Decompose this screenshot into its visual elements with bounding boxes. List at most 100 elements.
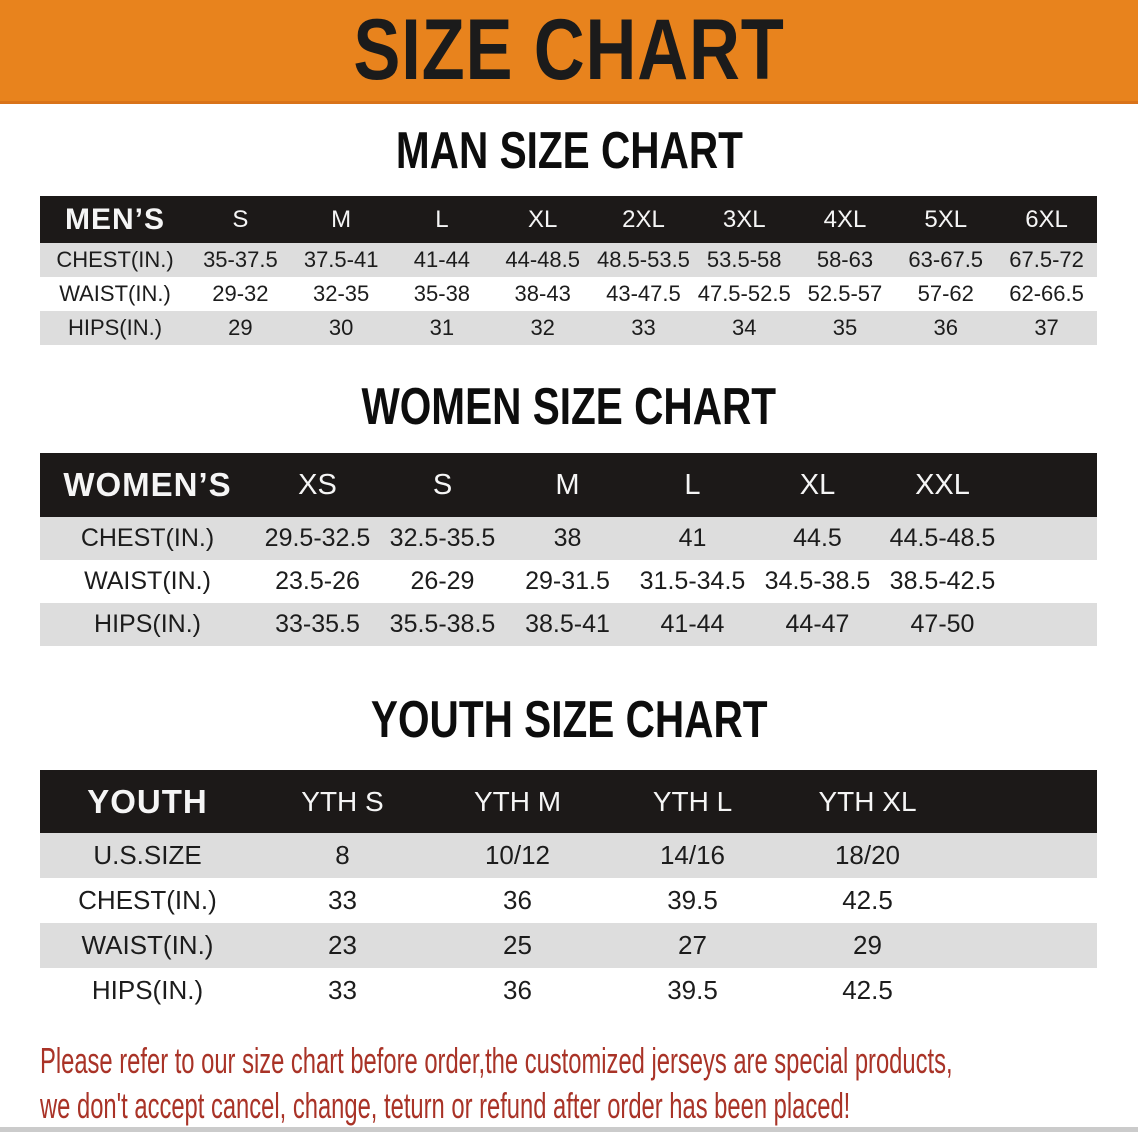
size-value-cell: 52.5-57 (807, 281, 883, 306)
table-row: HIPS(IN.) 33-35.5 35.5-38.5 38.5-41 41-4… (40, 603, 1097, 646)
size-value-cell: 14/16 (659, 840, 726, 870)
size-value-cell: 39.5 (667, 975, 718, 1005)
size-value-cell: 35-37.5 (203, 247, 278, 272)
disclaimer-line-1: Please refer to our size chart before or… (40, 1040, 953, 1081)
spacer-cell (1005, 453, 1097, 517)
size-column-header: 3XL (722, 205, 766, 233)
men-table-title-cell: MEN’S (64, 202, 165, 236)
row-label-cell: WAIST(IN.) (81, 930, 214, 960)
size-value-cell: 23 (328, 930, 357, 960)
size-column-header: 6XL (1025, 205, 1068, 233)
size-column-header: S (232, 205, 249, 233)
size-value-cell: 36 (933, 315, 958, 340)
size-value-cell: 47-50 (910, 610, 975, 638)
size-value-cell: 36 (503, 975, 532, 1005)
size-value-cell: 42.5 (842, 975, 893, 1005)
spacer-cell (955, 923, 1097, 968)
women-section-heading-text: WOMEN SIZE CHART (361, 378, 777, 436)
size-value-cell: 37.5-41 (303, 247, 379, 272)
size-value-cell: 33 (631, 315, 656, 340)
size-value-cell: 29 (228, 315, 253, 340)
size-column-header: YTH L (652, 785, 733, 817)
size-column-header: M (331, 205, 352, 233)
size-value-cell: 29-32 (212, 281, 269, 306)
table-row: U.S.SIZE 8 10/12 14/16 18/20 (40, 833, 1097, 878)
row-label-cell: HIPS(IN.) (94, 610, 201, 638)
row-label-cell: WAIST(IN.) (84, 567, 211, 595)
size-column-header: M (555, 468, 580, 501)
size-value-cell: 33 (328, 975, 357, 1005)
table-row: CHEST(IN.) 29.5-32.5 32.5-35.5 38 41 44.… (40, 517, 1097, 560)
size-value-cell: 35 (832, 315, 858, 340)
size-value-cell: 38.5-41 (525, 610, 610, 638)
size-column-header: XL (799, 468, 836, 501)
youth-header-row: YOUTH YTH S YTH M YTH L YTH XL (40, 770, 1097, 833)
women-table-title-cell: WOMEN’S (63, 466, 232, 503)
row-label-cell: CHEST(IN.) (78, 885, 217, 915)
size-value-cell: 35.5-38.5 (389, 610, 496, 638)
size-column-header: YTH S (301, 785, 384, 817)
size-value-cell: 18/20 (834, 840, 901, 870)
size-column-header: XS (298, 468, 337, 501)
page-title: SIZE CHART (353, 2, 785, 98)
youth-size-table: YOUTH YTH S YTH M YTH L YTH XL U.S.SIZE … (40, 770, 1097, 1013)
size-value-cell: 37 (1034, 315, 1059, 340)
row-label-cell: HIPS(IN.) (91, 975, 204, 1005)
size-value-cell: 39.5 (667, 885, 718, 915)
size-value-cell: 29.5-32.5 (264, 524, 371, 552)
table-row: WAIST(IN.) 23 25 27 29 (40, 923, 1097, 968)
size-value-cell: 41-44 (660, 610, 725, 638)
row-label-cell: WAIST(IN.) (59, 281, 171, 306)
youth-section-heading-text: YOUTH SIZE CHART (370, 691, 768, 749)
spacer-cell (955, 833, 1097, 878)
size-value-cell: 36 (503, 885, 532, 915)
table-row: CHEST(IN.) 35-37.5 37.5-41 41-44 44-48.5… (40, 243, 1097, 277)
size-value-cell: 29 (853, 930, 882, 960)
size-value-cell: 67.5-72 (1009, 247, 1084, 272)
spacer-cell (955, 770, 1097, 833)
disclaimer-line-2: we don't accept cancel, change, teturn o… (40, 1085, 851, 1126)
men-header-row: MEN’S S M L XL 2XL 3XL 4XL 5XL 6XL (40, 196, 1097, 243)
size-value-cell: 29-31.5 (525, 567, 610, 595)
spacer-cell (955, 878, 1097, 923)
size-value-cell: 43-47.5 (606, 281, 681, 306)
size-column-header: XL (528, 205, 558, 233)
size-value-cell: 34 (731, 315, 757, 340)
man-section-heading-text: MAN SIZE CHART (395, 122, 743, 180)
size-value-cell: 38 (553, 524, 582, 552)
women-size-table: WOMEN’S XS S M L XL XXL CHEST(IN.) 29.5-… (40, 453, 1097, 646)
table-row: CHEST(IN.) 33 36 39.5 42.5 (40, 878, 1097, 923)
table-row: HIPS(IN.) 29 30 31 32 33 34 35 36 37 (40, 311, 1097, 345)
size-value-cell: 32 (530, 315, 555, 340)
man-section-heading: MAN SIZE CHART (0, 125, 1138, 177)
men-size-table: MEN’S S M L XL 2XL 3XL 4XL 5XL 6XL CHEST… (40, 196, 1097, 345)
size-value-cell: 32-35 (313, 281, 370, 306)
size-value-cell: 31.5-34.5 (639, 567, 746, 595)
size-value-cell: 33 (328, 885, 357, 915)
size-value-cell: 34.5-38.5 (764, 567, 871, 595)
size-column-header: XXL (915, 468, 970, 501)
size-value-cell: 10/12 (484, 840, 551, 870)
size-value-cell: 48.5-53.5 (596, 247, 690, 272)
size-column-header: YTH M (473, 785, 562, 817)
size-value-cell: 23.5-26 (275, 567, 360, 595)
size-column-header: S (432, 468, 453, 501)
women-header-row: WOMEN’S XS S M L XL XXL (40, 453, 1097, 517)
table-row: WAIST(IN.) 29-32 32-35 35-38 38-43 43-47… (40, 277, 1097, 311)
size-column-header: 5XL (924, 205, 968, 233)
size-value-cell: 25 (503, 930, 532, 960)
size-value-cell: 38.5-42.5 (889, 567, 996, 595)
size-value-cell: 41 (678, 524, 707, 552)
size-value-cell: 32.5-35.5 (389, 524, 496, 552)
bottom-border-strip (0, 1127, 1138, 1132)
size-value-cell: 47.5-52.5 (697, 281, 791, 306)
size-column-header: 2XL (622, 205, 665, 233)
size-value-cell: 44.5-48.5 (889, 524, 996, 552)
spacer-cell (1005, 603, 1097, 646)
youth-table-title-cell: YOUTH (87, 782, 208, 820)
table-row: HIPS(IN.) 33 36 39.5 42.5 (40, 968, 1097, 1013)
youth-section-heading: YOUTH SIZE CHART (0, 694, 1138, 746)
size-column-header: L (684, 468, 701, 501)
size-value-cell: 44-47 (785, 610, 850, 638)
size-value-cell: 53.5-58 (706, 247, 782, 272)
